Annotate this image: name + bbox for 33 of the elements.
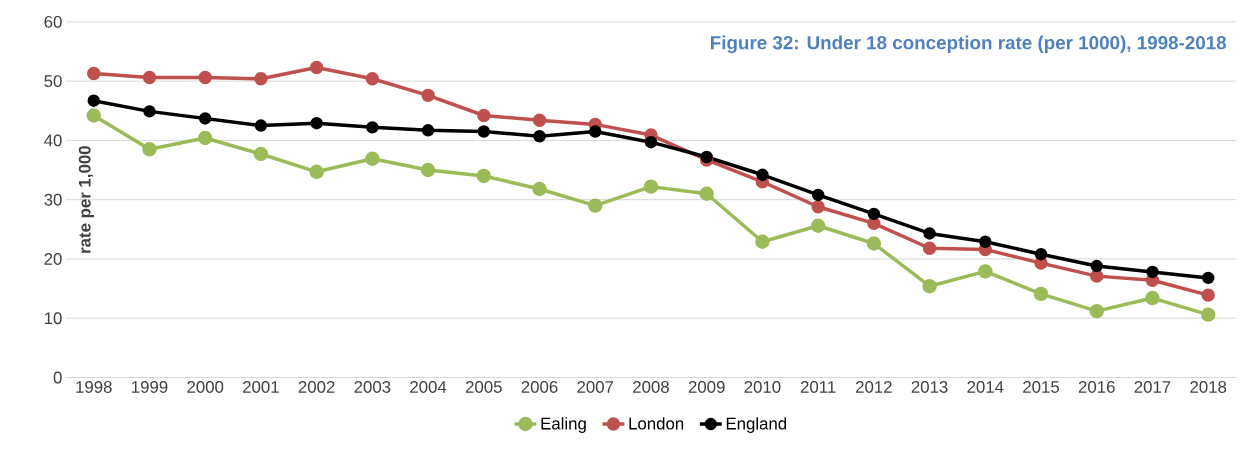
- x-tick-label: 2012: [855, 380, 892, 393]
- y-tick-label: 0: [53, 371, 62, 384]
- x-tick-label: 2010: [744, 380, 781, 393]
- y-tick-label: 40: [44, 134, 62, 147]
- x-tick-label: 2008: [633, 380, 669, 393]
- x-tick-label: 2009: [688, 380, 725, 393]
- y-tick-label: 60: [44, 15, 62, 28]
- x-tick-label: 2011: [800, 380, 836, 393]
- y-tick-label: 10: [44, 312, 62, 325]
- x-tick-label: 1999: [132, 380, 168, 393]
- x-tick-label: 2013: [911, 380, 948, 393]
- x-tick-label: 2001: [243, 380, 279, 393]
- y-tick-label: 30: [44, 193, 62, 206]
- x-tick-label: 2005: [465, 380, 502, 393]
- x-tick-label: 2000: [187, 380, 224, 393]
- x-tick-label: 2015: [1023, 380, 1060, 393]
- y-tick-label: 50: [44, 75, 62, 88]
- x-tick-label: 2014: [967, 380, 1004, 393]
- x-tick-label: 2003: [354, 380, 391, 393]
- text: Figure 32: Under 18 conception rate (per 1000), 1998-2018: [711, 35, 1227, 54]
- y-tick-label: 20: [44, 252, 62, 265]
- x-tick-label: 2006: [521, 380, 558, 393]
- x-tick-label: 1998: [76, 380, 112, 393]
- legend-label: London: [629, 417, 684, 430]
- legend-label: England: [726, 417, 787, 433]
- x-tick-label: 2018: [1190, 380, 1227, 393]
- x-tick-label: 2002: [298, 380, 335, 393]
- x-tick-label: 2007: [577, 380, 614, 393]
- x-tick-label: 2017: [1134, 380, 1171, 393]
- y-axis-title: rate per 1,000: [78, 146, 94, 253]
- legend-label: Ealing: [541, 417, 586, 433]
- x-tick-label: 2004: [410, 380, 447, 393]
- x-tick-label: 2016: [1078, 380, 1115, 393]
